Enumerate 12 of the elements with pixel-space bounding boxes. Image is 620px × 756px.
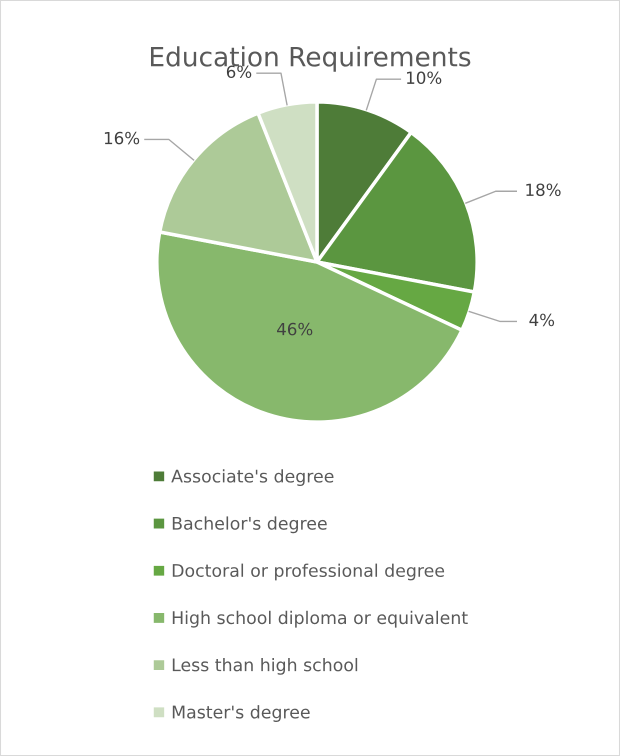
legend-label: Bachelor's degree bbox=[172, 516, 327, 534]
data-label: 6% bbox=[226, 65, 252, 78]
data-label: 10% bbox=[407, 71, 442, 84]
legend-label: Less than high school bbox=[172, 658, 358, 675]
data-label: 18% bbox=[526, 183, 561, 196]
data-label: 4% bbox=[529, 314, 554, 326]
legend-label: Associate's degree bbox=[171, 469, 334, 486]
legend-label: Doctoral or professional degree bbox=[172, 564, 444, 580]
legend-label: High school diploma or equivalent bbox=[172, 610, 468, 628]
legend-label: Master's degree bbox=[172, 705, 310, 722]
data-label: 16% bbox=[104, 132, 140, 144]
data-label: 46% bbox=[277, 322, 312, 336]
